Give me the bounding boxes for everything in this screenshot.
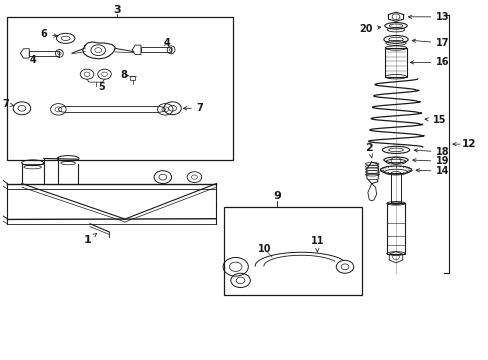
- Text: 3: 3: [113, 5, 120, 15]
- Text: 19: 19: [412, 156, 449, 166]
- Text: 16: 16: [409, 57, 449, 67]
- Text: 9: 9: [272, 191, 280, 201]
- Text: 4: 4: [30, 55, 37, 65]
- Text: 4: 4: [163, 38, 170, 48]
- Text: 1: 1: [83, 234, 97, 245]
- Bar: [385, 48, 406, 77]
- Bar: [141, 47, 171, 52]
- Text: 14: 14: [415, 166, 449, 176]
- Text: 11: 11: [310, 236, 324, 252]
- Text: 8: 8: [120, 70, 128, 80]
- Text: 18: 18: [413, 147, 449, 157]
- Bar: [29, 51, 59, 56]
- Text: 7: 7: [183, 103, 203, 113]
- Text: 5: 5: [99, 82, 105, 92]
- Text: 10: 10: [258, 244, 271, 254]
- Bar: [223, 207, 361, 295]
- Text: 12: 12: [461, 139, 475, 149]
- Text: 6: 6: [41, 29, 57, 39]
- Text: 2: 2: [365, 143, 372, 158]
- Text: 20: 20: [359, 24, 380, 35]
- Text: 15: 15: [424, 115, 445, 125]
- Bar: [7, 17, 233, 160]
- Text: 13: 13: [407, 12, 449, 22]
- Bar: [130, 76, 135, 80]
- Text: 7: 7: [2, 99, 14, 109]
- Text: 17: 17: [411, 38, 449, 48]
- Bar: [390, 173, 400, 203]
- Bar: [386, 203, 405, 253]
